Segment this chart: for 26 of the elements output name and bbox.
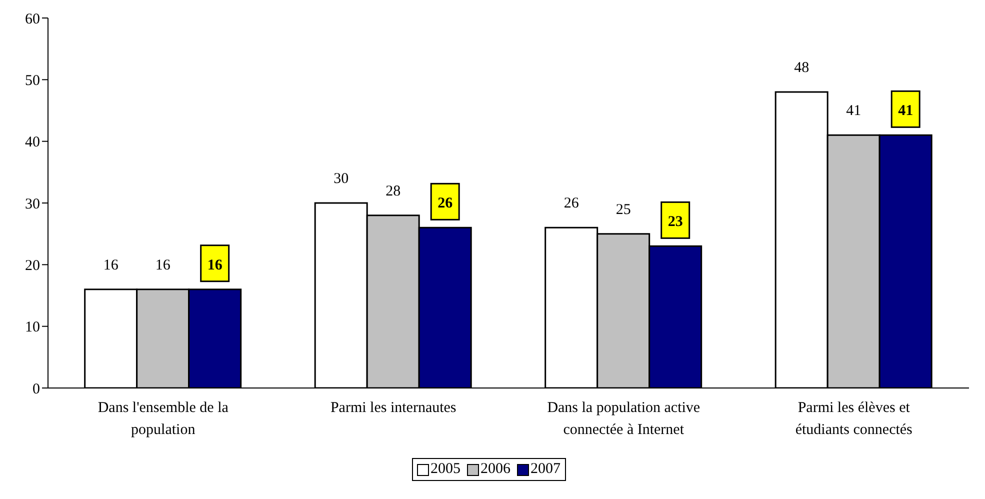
data-label: 28 (386, 183, 401, 200)
y-tick-label: 60 (25, 11, 40, 28)
legend-label: 2006 (480, 461, 510, 478)
y-tick-label: 10 (25, 320, 40, 336)
data-label: 16 (103, 257, 119, 274)
x-tick-label: Dans la population active connectée à Internet (547, 400, 700, 438)
x-tick-label: Dans l'ensemble de la population (98, 400, 229, 438)
x-tick-label: Parmi les élèves et étudiants connectés (795, 400, 913, 438)
data-label: 41 (898, 103, 914, 120)
data-label: 26 (564, 196, 580, 212)
y-tick-label: 20 (25, 258, 40, 274)
y-tick-label: 0 (32, 381, 40, 398)
data-label: 48 (794, 60, 810, 76)
data-label: 30 (334, 171, 349, 187)
y-tick-label: 30 (25, 196, 40, 212)
y-tick-label: 40 (25, 134, 40, 151)
data-label: 26 (438, 196, 454, 212)
data-label: 23 (668, 214, 683, 230)
data-label: 41 (846, 103, 862, 120)
legend-label: 2007 (530, 461, 560, 478)
data-label: 16 (207, 257, 223, 274)
y-tick-label: 50 (25, 72, 40, 89)
data-label: 25 (616, 202, 631, 218)
x-tick-label: Parmi les internautes (330, 400, 456, 416)
legend-label: 2005 (430, 461, 460, 478)
data-label: 16 (155, 257, 171, 274)
